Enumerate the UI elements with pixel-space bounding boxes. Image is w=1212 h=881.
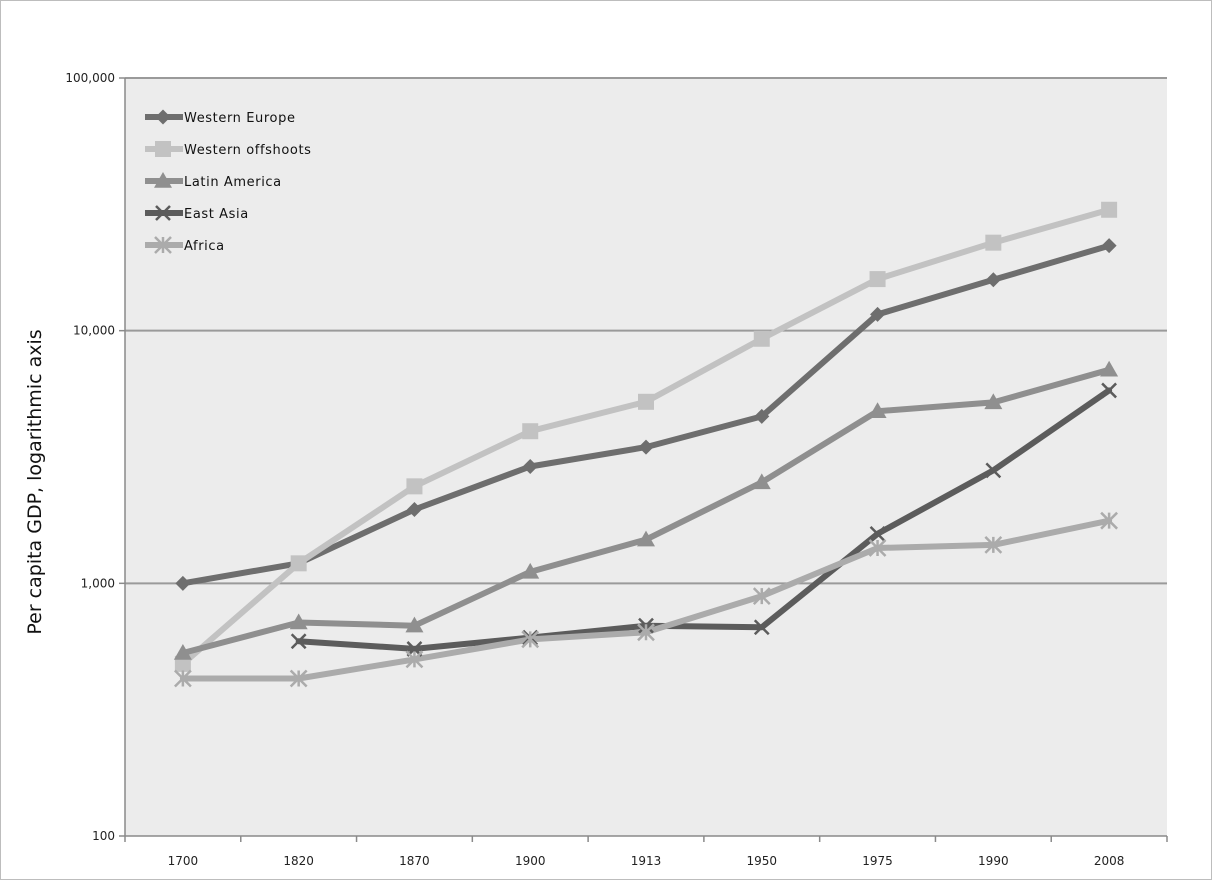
data-point-western-offshoots (406, 478, 423, 495)
x-tick-label: 1900 (515, 854, 546, 868)
data-point-africa (868, 539, 887, 557)
data-point-western-europe (1101, 238, 1117, 254)
data-point-africa (521, 630, 540, 649)
data-point-latin-america (521, 562, 540, 579)
legend-item-africa: Africa (145, 236, 225, 254)
data-point-western-europe (870, 306, 886, 322)
data-point-africa (637, 623, 655, 642)
data-point-latin-america (868, 402, 887, 418)
legend-label: East Asia (184, 207, 249, 222)
y-tick-label: 100 (92, 829, 115, 843)
data-point-east-asia (1101, 382, 1117, 399)
data-point-western-europe (522, 459, 538, 475)
legend-marker (155, 205, 171, 221)
data-point-africa (984, 535, 1003, 554)
data-point-western-europe (638, 439, 654, 455)
data-point-western-offshoots (1101, 201, 1118, 218)
x-tick-label: 1913 (631, 854, 662, 868)
legend-label: Western Europe (184, 111, 296, 126)
data-point-latin-america (405, 616, 424, 633)
data-point-western-europe (985, 272, 1001, 288)
legend-label: Africa (184, 239, 225, 254)
data-point-western-offshoots (753, 330, 770, 347)
data-point-western-offshoots (522, 423, 539, 440)
data-point-africa (174, 669, 192, 688)
legend-marker (154, 172, 172, 188)
legend-marker (154, 236, 172, 254)
x-tick-label: 1975 (862, 854, 893, 868)
legend-marker (155, 141, 171, 157)
data-point-africa (752, 587, 771, 606)
data-point-africa (289, 669, 308, 688)
data-point-east-asia (753, 619, 770, 636)
legend-label: Western offshoots (184, 143, 312, 158)
legend-item-western-offshoots: Western offshoots (145, 141, 312, 158)
data-point-western-offshoots (869, 271, 886, 288)
y-axis-label: Per capita GDP, logarithmic axis (24, 329, 46, 634)
data-point-western-europe (175, 575, 191, 591)
x-tick-label: 1700 (168, 854, 199, 868)
legend-item-latin-america: Latin America (145, 172, 282, 190)
legend-marker (155, 109, 171, 125)
data-point-latin-america (752, 473, 771, 490)
x-tick-label: 1950 (747, 854, 778, 868)
data-point-western-offshoots (174, 655, 191, 672)
data-point-latin-america (984, 393, 1003, 410)
plot-area (125, 78, 1167, 836)
data-point-western-europe (754, 408, 770, 424)
y-tick-label: 100,000 (65, 71, 115, 85)
x-tick-label: 2008 (1094, 854, 1125, 868)
legend-label: Latin America (184, 175, 282, 190)
data-point-east-asia (290, 633, 307, 650)
data-point-africa (405, 650, 424, 669)
x-tick-label: 1820 (283, 854, 314, 868)
data-point-western-offshoots (290, 555, 307, 572)
data-point-latin-america (637, 530, 655, 547)
series-line-east-asia (295, 387, 1113, 652)
data-point-latin-america (173, 643, 192, 660)
data-point-latin-america (1100, 360, 1119, 377)
data-point-western-offshoots (638, 393, 654, 410)
legend-item-western-europe: Western Europe (145, 109, 296, 126)
x-tick-label: 1870 (399, 854, 430, 868)
data-point-latin-america (289, 613, 308, 630)
data-point-western-offshoots (985, 234, 1002, 251)
data-point-western-europe (406, 501, 422, 517)
data-point-east-asia (869, 525, 886, 542)
data-point-africa (1100, 511, 1118, 530)
x-tick-label: 1990 (978, 854, 1009, 868)
data-point-east-asia (985, 462, 1002, 479)
y-tick-label: 10,000 (73, 324, 115, 338)
legend-item-east-asia: East Asia (145, 205, 249, 222)
y-tick-label: 1,000 (81, 576, 115, 590)
